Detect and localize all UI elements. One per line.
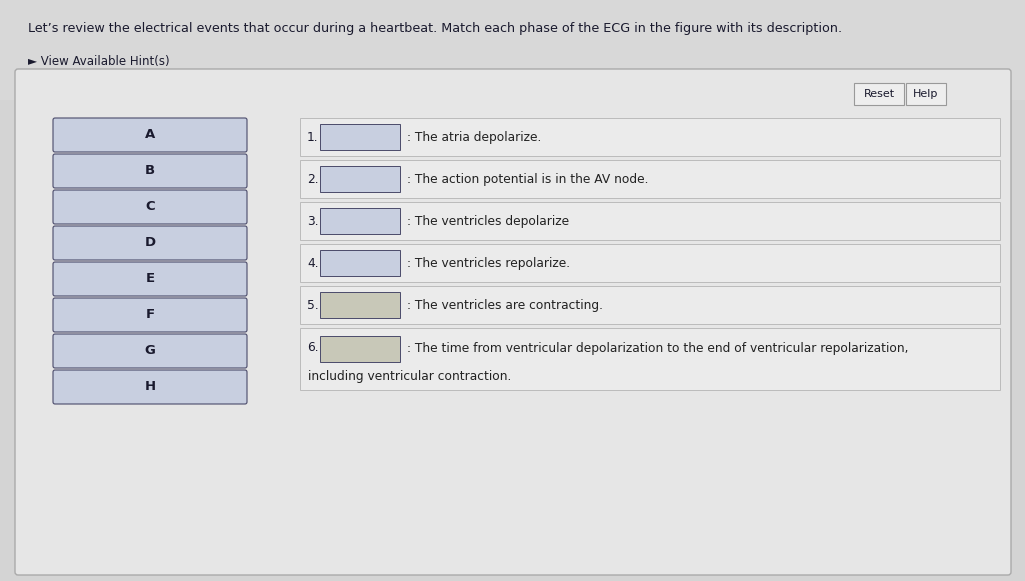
- FancyBboxPatch shape: [53, 154, 247, 188]
- Text: 4.: 4.: [308, 257, 319, 270]
- Text: : The action potential is in the AV node.: : The action potential is in the AV node…: [407, 173, 649, 185]
- Text: A: A: [145, 128, 155, 142]
- Text: 5.: 5.: [308, 299, 319, 312]
- FancyBboxPatch shape: [320, 208, 400, 234]
- FancyBboxPatch shape: [15, 69, 1011, 575]
- Bar: [0, 0, 1025, 100]
- Text: : The time from ventricular depolarization to the end of ventricular repolarizat: : The time from ventricular depolarizati…: [407, 342, 908, 355]
- Text: including ventricular contraction.: including ventricular contraction.: [308, 370, 511, 383]
- FancyBboxPatch shape: [53, 190, 247, 224]
- Text: Reset: Reset: [863, 89, 895, 99]
- FancyBboxPatch shape: [854, 83, 904, 105]
- FancyBboxPatch shape: [53, 118, 247, 152]
- Text: : The ventricles repolarize.: : The ventricles repolarize.: [407, 256, 570, 270]
- FancyBboxPatch shape: [300, 328, 1000, 390]
- FancyBboxPatch shape: [906, 83, 946, 105]
- Text: H: H: [145, 381, 156, 393]
- FancyBboxPatch shape: [320, 166, 400, 192]
- Text: 3.: 3.: [308, 215, 319, 228]
- Text: G: G: [145, 345, 156, 357]
- FancyBboxPatch shape: [53, 226, 247, 260]
- Text: D: D: [145, 236, 156, 249]
- FancyBboxPatch shape: [320, 250, 400, 276]
- Text: 1.: 1.: [308, 131, 319, 144]
- Text: 6.: 6.: [308, 341, 319, 354]
- Text: ► View Available Hint(s): ► View Available Hint(s): [28, 55, 169, 68]
- Text: : The atria depolarize.: : The atria depolarize.: [407, 131, 541, 144]
- FancyBboxPatch shape: [300, 118, 1000, 156]
- FancyBboxPatch shape: [300, 160, 1000, 198]
- FancyBboxPatch shape: [53, 334, 247, 368]
- FancyBboxPatch shape: [320, 336, 400, 362]
- FancyBboxPatch shape: [300, 202, 1000, 240]
- FancyBboxPatch shape: [300, 286, 1000, 324]
- Text: : The ventricles are contracting.: : The ventricles are contracting.: [407, 299, 603, 311]
- FancyBboxPatch shape: [300, 244, 1000, 282]
- Text: B: B: [145, 164, 155, 178]
- FancyBboxPatch shape: [53, 298, 247, 332]
- FancyBboxPatch shape: [53, 262, 247, 296]
- Text: 2.: 2.: [308, 173, 319, 186]
- Text: : The ventricles depolarize: : The ventricles depolarize: [407, 214, 569, 228]
- FancyBboxPatch shape: [320, 292, 400, 318]
- Text: Let’s review the electrical events that occur during a heartbeat. Match each pha: Let’s review the electrical events that …: [28, 22, 843, 35]
- Text: Help: Help: [913, 89, 939, 99]
- FancyBboxPatch shape: [320, 124, 400, 150]
- Text: F: F: [146, 309, 155, 321]
- Text: E: E: [146, 272, 155, 285]
- Text: C: C: [146, 200, 155, 213]
- FancyBboxPatch shape: [53, 370, 247, 404]
